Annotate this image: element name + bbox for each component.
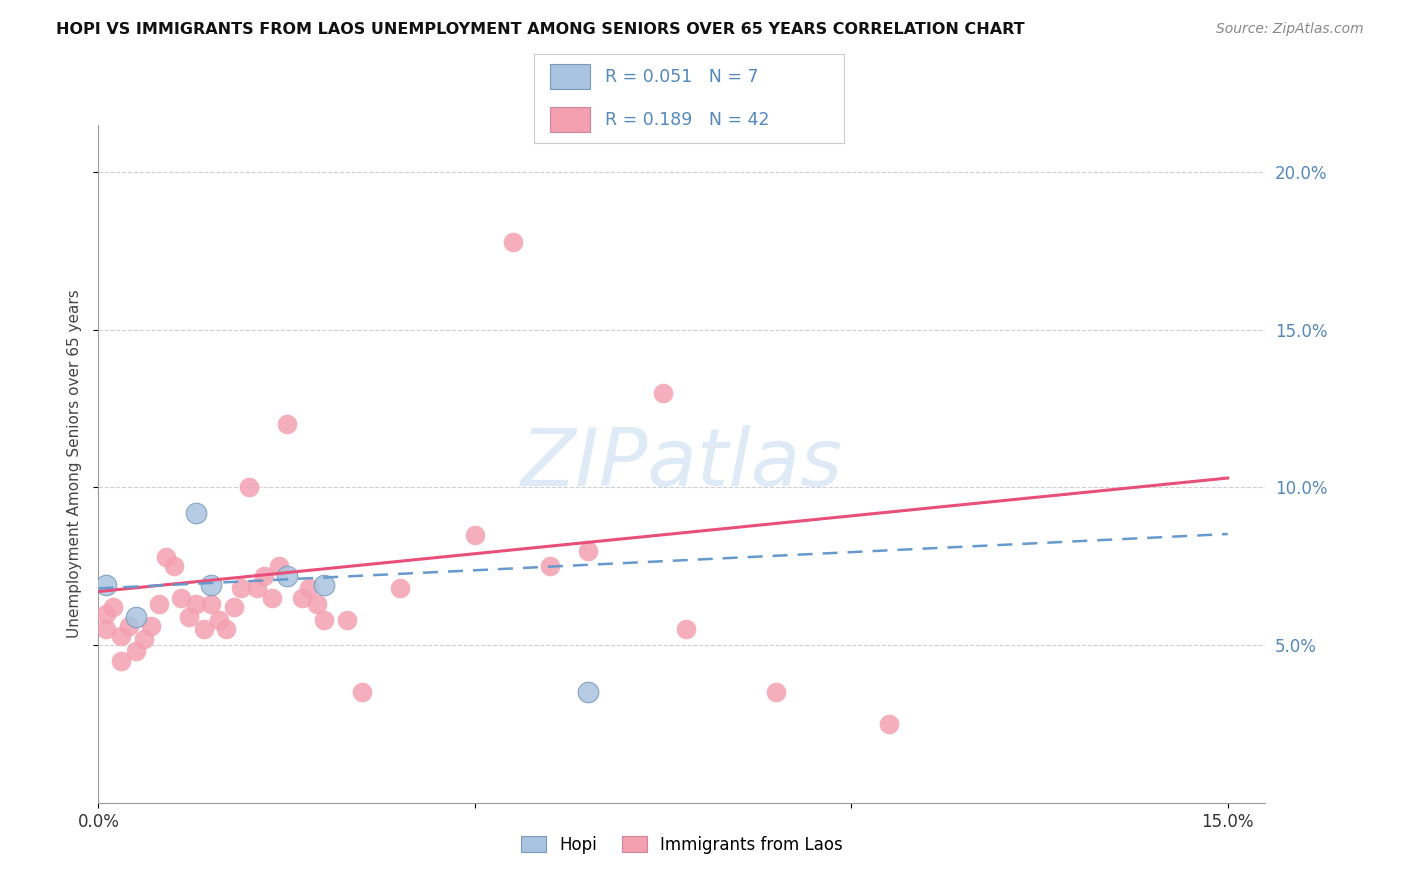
Bar: [550, 107, 591, 132]
Point: [314, 578, 336, 592]
Point: [276, 568, 298, 582]
Point: [125, 644, 148, 658]
Point: [200, 597, 222, 611]
Point: [238, 481, 260, 495]
Point: [350, 685, 373, 699]
Legend: Hopi, Immigrants from Laos: Hopi, Immigrants from Laos: [513, 828, 851, 863]
Point: [186, 506, 208, 520]
Point: [110, 629, 132, 643]
Point: [314, 613, 336, 627]
Point: [163, 559, 186, 574]
Point: [155, 549, 177, 564]
Text: Source: ZipAtlas.com: Source: ZipAtlas.com: [1216, 22, 1364, 37]
Text: R = 0.189   N = 42: R = 0.189 N = 42: [606, 111, 770, 128]
Text: R = 0.051   N = 7: R = 0.051 N = 7: [606, 68, 759, 86]
Point: [675, 623, 697, 637]
Point: [291, 591, 314, 605]
Point: [276, 417, 298, 432]
Point: [305, 597, 328, 611]
Point: [139, 619, 162, 633]
Point: [170, 591, 193, 605]
Point: [253, 568, 276, 582]
Bar: [550, 64, 591, 89]
Point: [538, 559, 561, 574]
Point: [177, 609, 200, 624]
Point: [110, 654, 132, 668]
Point: [877, 717, 900, 731]
Point: [186, 597, 208, 611]
Point: [245, 582, 267, 596]
Point: [94, 578, 117, 592]
Point: [502, 235, 524, 249]
Point: [222, 600, 245, 615]
Point: [298, 582, 321, 596]
Point: [260, 591, 283, 605]
Point: [148, 597, 170, 611]
Point: [765, 685, 787, 699]
Point: [215, 623, 238, 637]
Point: [576, 543, 599, 558]
Point: [103, 600, 125, 615]
Point: [125, 609, 148, 624]
Point: [208, 613, 231, 627]
Point: [94, 623, 117, 637]
Point: [652, 385, 675, 400]
Point: [231, 582, 253, 596]
Point: [336, 613, 359, 627]
Text: ZIPatlas: ZIPatlas: [520, 425, 844, 503]
Point: [269, 559, 291, 574]
Y-axis label: Unemployment Among Seniors over 65 years: Unemployment Among Seniors over 65 years: [67, 290, 83, 638]
Point: [200, 578, 222, 592]
Point: [193, 623, 215, 637]
Point: [388, 582, 411, 596]
Point: [117, 619, 139, 633]
Point: [132, 632, 155, 646]
Point: [464, 528, 486, 542]
Point: [94, 607, 117, 621]
Point: [576, 685, 599, 699]
Text: HOPI VS IMMIGRANTS FROM LAOS UNEMPLOYMENT AMONG SENIORS OVER 65 YEARS CORRELATIO: HOPI VS IMMIGRANTS FROM LAOS UNEMPLOYMEN…: [56, 22, 1025, 37]
